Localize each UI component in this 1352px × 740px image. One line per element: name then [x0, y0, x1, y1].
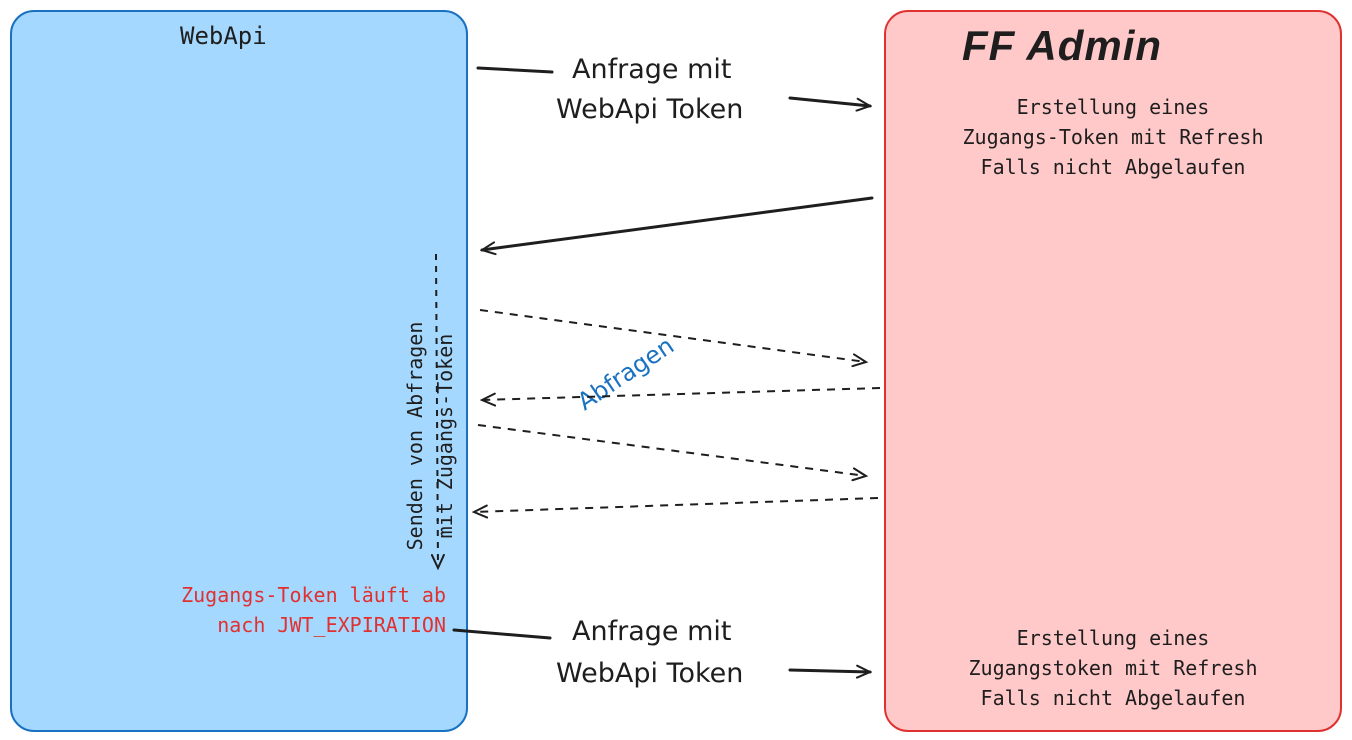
- request-label-1-line-2: WebApi Token: [556, 94, 743, 125]
- text-line: Erstellung eines: [1016, 626, 1210, 650]
- text-line: Zugangs-Token läuft ab: [181, 583, 446, 607]
- request-label-2-line-2: WebApi Token: [556, 658, 743, 689]
- webapi-box: [10, 10, 468, 732]
- request-arrow-2: [452, 628, 870, 672]
- webapi-title: WebApi: [180, 22, 267, 50]
- query-arrow-1: [479, 309, 866, 362]
- send-queries-arrow: [436, 253, 438, 568]
- query-arrow-2: [477, 424, 866, 476]
- response-arrow: [482, 196, 874, 250]
- text-line: Zugangstoken mit Refresh: [968, 656, 1258, 680]
- request-label-2-line-1: Anfrage mit: [572, 616, 731, 647]
- request-label-1-line-1: Anfrage mit: [572, 54, 731, 85]
- text-line: nach JWT_EXPIRATION: [217, 613, 446, 637]
- query-response-arrow-1: [482, 387, 881, 400]
- admin-token-creation-text-1: Erstellung eines Zugangs-Token mit Refre…: [884, 92, 1342, 182]
- text-line: Erstellung eines: [1016, 95, 1210, 119]
- admin-token-creation-text-2: Erstellung eines Zugangstoken mit Refres…: [884, 623, 1342, 713]
- request-arrow-1: [476, 66, 870, 106]
- text-line: Zugangs-Token mit Refresh: [962, 125, 1264, 149]
- text-line: Falls nicht Abgelaufen: [980, 686, 1246, 710]
- ff-admin-title: FF Admin: [962, 22, 1163, 69]
- ff-admin-box: [884, 10, 1342, 732]
- text-line: Falls nicht Abgelaufen: [980, 155, 1246, 179]
- token-expiry-text: Zugangs-Token läuft ab nach JWT_EXPIRATI…: [60, 580, 446, 640]
- query-response-arrow-2: [474, 497, 879, 512]
